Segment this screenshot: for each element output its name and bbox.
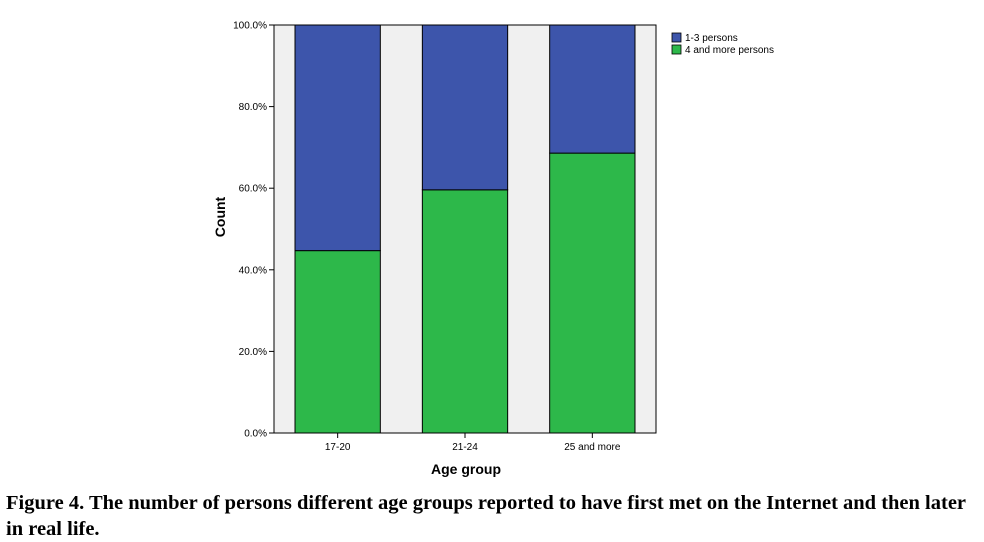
bar-segment xyxy=(549,152,636,434)
bar-segment xyxy=(421,189,509,434)
y-tick-label: 100.0% xyxy=(233,21,267,32)
stacked-bar-chart: 0.0% 20.0% 40.0% 60.0% 80.0% 100.0% 17-20 21-2… xyxy=(212,21,774,478)
x-tick-label: 21-24 xyxy=(452,442,478,453)
y-axis-title: Count xyxy=(212,196,228,237)
y-tick-label: 40.0% xyxy=(239,265,267,276)
bar-segment xyxy=(549,24,636,154)
bar-segment xyxy=(294,24,381,252)
legend-label: 1-3 persons xyxy=(685,33,738,44)
x-tick-label: 17-20 xyxy=(325,442,351,453)
legend-swatch xyxy=(671,32,682,43)
y-tick-label: 60.0% xyxy=(239,184,267,195)
y-axis: 0.0% 20.0% 40.0% 60.0% 80.0% 100.0% xyxy=(233,21,274,440)
legend-swatch xyxy=(671,44,682,55)
bar-segment xyxy=(294,250,381,434)
y-tick-label: 80.0% xyxy=(239,102,267,113)
x-axis-title: Age group xyxy=(431,461,501,477)
y-tick-label: 20.0% xyxy=(239,347,267,358)
figure-caption: Figure 4. The number of persons differen… xyxy=(6,492,966,540)
bars-group xyxy=(294,24,636,434)
x-tick-label: 25 and more xyxy=(564,442,621,453)
y-tick-label: 0.0% xyxy=(244,429,267,440)
bar-segment xyxy=(421,24,509,191)
legend-label: 4 and more persons xyxy=(685,45,774,56)
x-axis: 17-20 21-24 25 and more xyxy=(325,433,621,453)
